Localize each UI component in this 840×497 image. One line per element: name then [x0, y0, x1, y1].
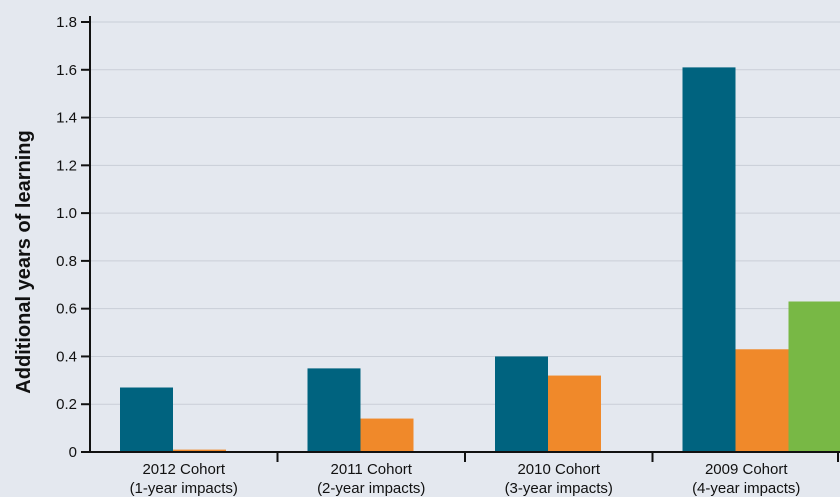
bars [120, 67, 840, 452]
bar-series1-cat1 [120, 387, 173, 452]
bar-series2-cat1 [173, 449, 226, 452]
y-tick-label: 1.8 [56, 14, 77, 31]
bar-series2-cat3 [548, 375, 601, 452]
x-category-sublabel: (1-year impacts) [130, 480, 238, 497]
gridlines [90, 21, 840, 405]
bar-series1-cat4 [682, 67, 736, 452]
y-tick-label: 0.2 [56, 396, 77, 413]
y-axis-title: Additional years of learning [13, 130, 35, 393]
bar-series1-cat3 [495, 356, 548, 452]
y-tick-label: 0.4 [56, 348, 77, 365]
bar-series1-cat2 [307, 368, 361, 452]
x-category-label: 2011 Cohort [331, 461, 413, 478]
bar-series2-cat2 [360, 418, 414, 452]
x-category-sublabel: (4-year impacts) [692, 480, 800, 497]
x-category-sublabel: (2-year impacts) [317, 480, 425, 497]
x-category-label: 2010 Cohort [517, 461, 600, 478]
x-category-label: 2012 Cohort [142, 461, 225, 478]
y-tick-label: 1.2 [56, 157, 77, 174]
bar-series2-cat4 [735, 349, 789, 452]
y-tick-labels: 0 0.2 0.4 0.6 0.8 1.0 1.2 1.4 1.6 1.8 [56, 14, 90, 461]
y-tick-label: 0.6 [56, 301, 77, 318]
y-tick-label: 1.6 [56, 62, 77, 79]
y-tick-label: 1.4 [56, 110, 77, 127]
x-category-sublabel: (3-year impacts) [505, 480, 613, 497]
bar-series3-cat4 [788, 301, 840, 452]
y-tick-label: 1.0 [56, 205, 77, 222]
y-tick-label: 0.8 [56, 253, 77, 270]
x-category-label: 2009 Cohort [705, 461, 788, 478]
x-tick-labels: 2012 Cohort (1-year impacts) 2011 Cohort (2… [130, 452, 839, 497]
y-tick-label: 0 [69, 444, 77, 461]
